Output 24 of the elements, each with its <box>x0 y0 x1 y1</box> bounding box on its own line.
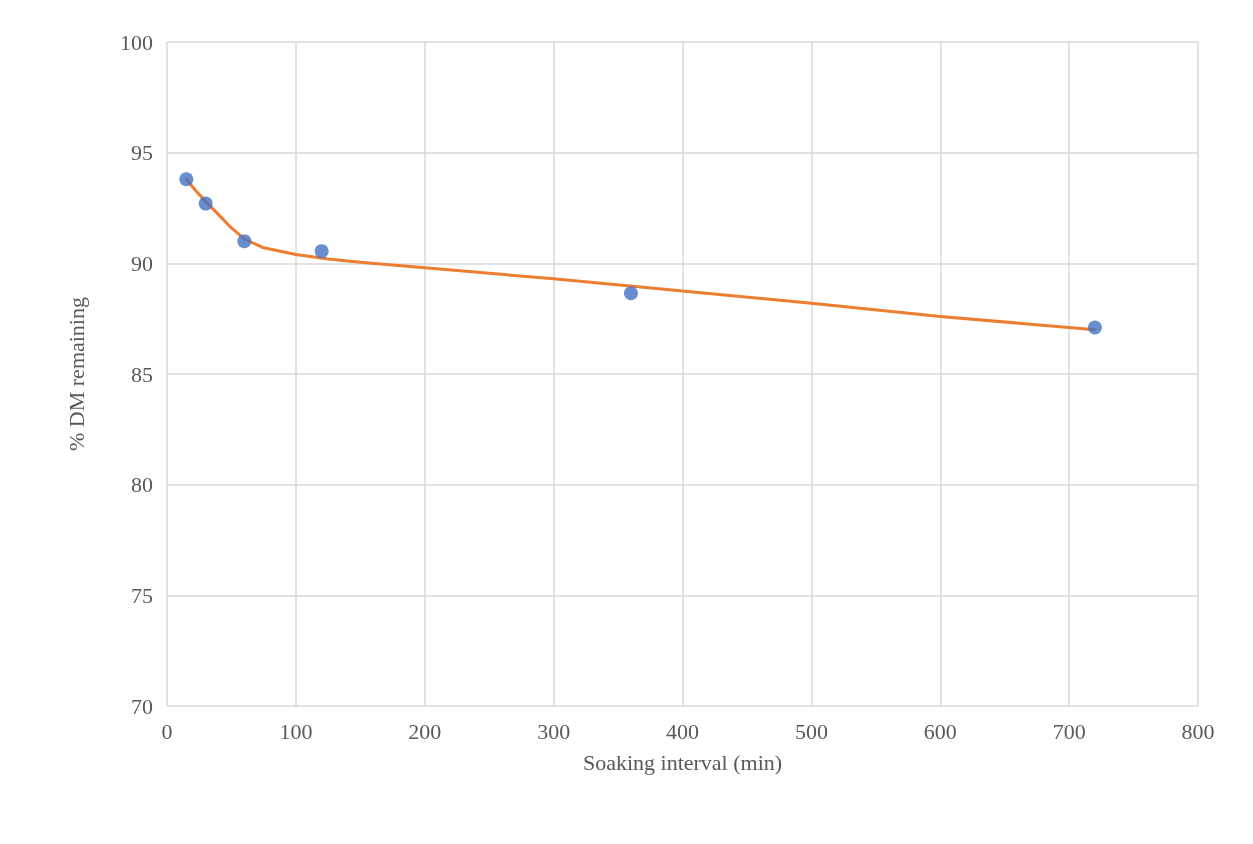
x-tick-label: 100 <box>279 718 313 744</box>
point <box>314 244 329 259</box>
point <box>623 286 638 301</box>
point <box>179 172 194 187</box>
x-tick-label: 800 <box>1181 718 1215 744</box>
x-tick-label: 300 <box>537 718 571 744</box>
x-tick-label: 0 <box>161 718 173 744</box>
y-tick-label: 90 <box>131 250 153 276</box>
y-tick-label: 85 <box>131 361 153 387</box>
point <box>237 234 252 249</box>
point <box>198 196 213 211</box>
y-tick-label: 70 <box>131 693 153 719</box>
y-tick-label: 100 <box>120 29 153 55</box>
x-tick-label: 400 <box>666 718 699 744</box>
x-tick-label: 600 <box>923 718 957 744</box>
y-tick-label: 95 <box>131 140 153 166</box>
x-tick-label: 500 <box>794 718 828 744</box>
y-tick-label: 75 <box>131 582 153 608</box>
y-axis-title: % DM remaining <box>63 297 89 451</box>
x-axis-title: Soaking interval (min) <box>582 749 783 775</box>
x-tick-label: 700 <box>1052 718 1086 744</box>
point <box>1087 320 1102 335</box>
x-tick-label: 200 <box>408 718 442 744</box>
y-tick-label: 80 <box>131 472 153 498</box>
